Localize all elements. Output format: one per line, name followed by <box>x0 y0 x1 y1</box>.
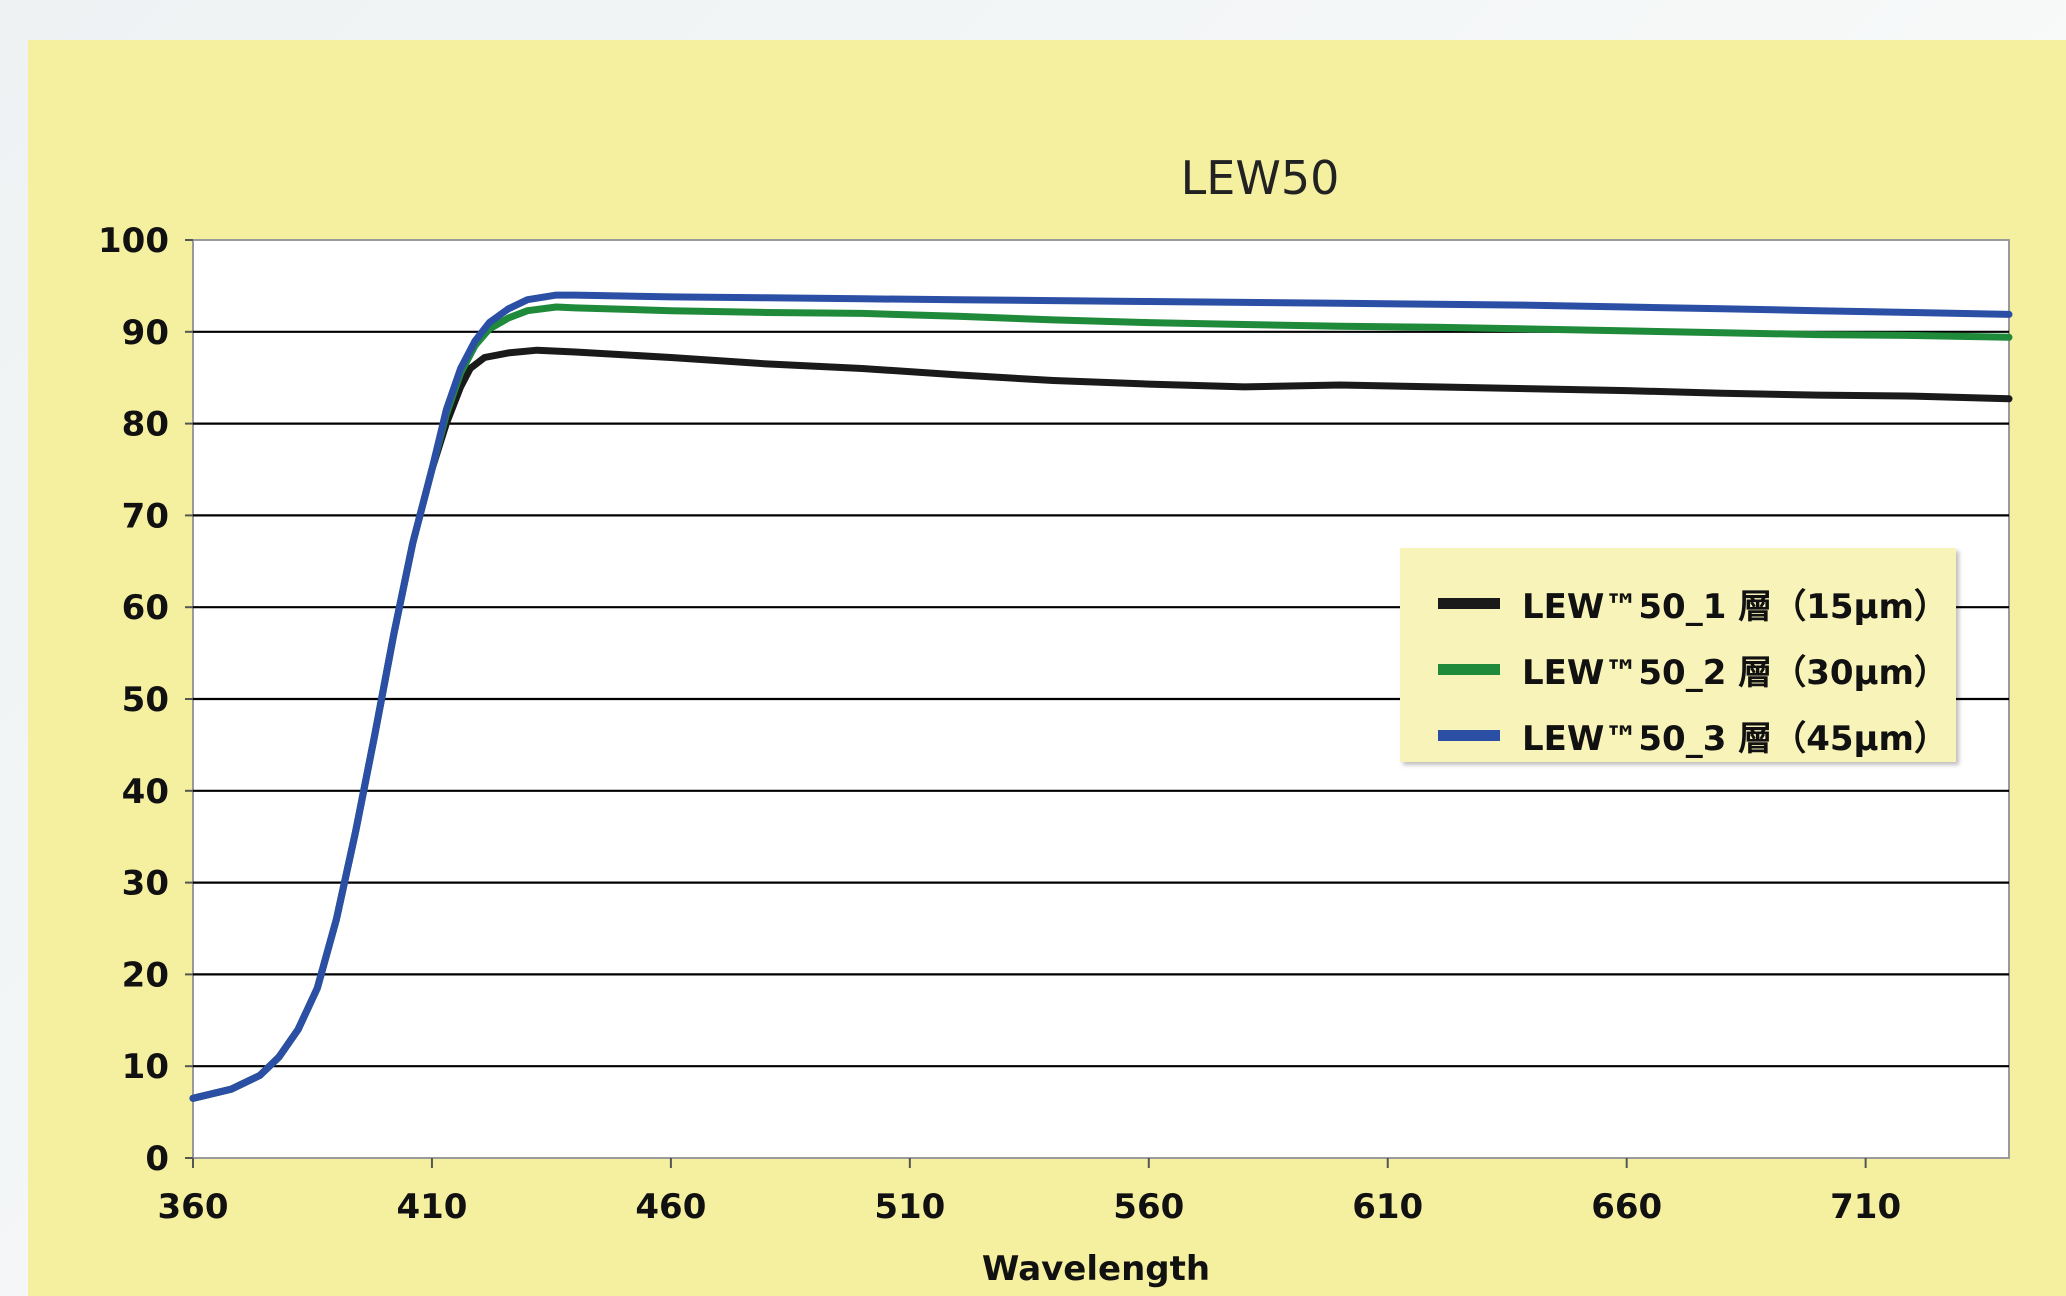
y-tick-label: 60 <box>122 588 169 628</box>
legend: LEW™50_1 層（15μm） LEW™50_2 層（30μm） LEW™50_3… <box>1400 548 1956 762</box>
series-lines <box>189 291 2013 1102</box>
legend-label: LEW™50_3 層（45μm） <box>1522 718 1948 759</box>
x-tick-label: 710 <box>1830 1187 1901 1227</box>
x-tick-label: 660 <box>1591 1187 1662 1227</box>
legend-swatch <box>1438 663 1500 675</box>
x-tick-label: 410 <box>396 1187 467 1227</box>
y-tick-label: 30 <box>122 864 169 904</box>
x-tick-label: 560 <box>1113 1187 1184 1227</box>
legend-swatch <box>1438 597 1500 609</box>
y-tick-label: 0 <box>145 1139 169 1179</box>
x-tick-label: 510 <box>874 1187 945 1227</box>
grid-lines <box>193 330 2009 1068</box>
y-tick-label: 80 <box>122 405 169 445</box>
chart-title: LEW50 <box>1181 151 1340 205</box>
legend-label: LEW™50_1 層（15μm） <box>1522 586 1948 627</box>
series-line-3 <box>189 291 2013 1102</box>
axis-ticks: 0 10 20 30 40 50 60 70 80 90 100 360 410 460 510 560 610… <box>98 221 1901 1227</box>
x-tick-label: 610 <box>1352 1187 1423 1227</box>
y-tick-label: 70 <box>122 496 169 536</box>
x-axis-label: Wavelength <box>982 1249 1210 1289</box>
legend-label: LEW™50_2 層（30μm） <box>1522 652 1948 693</box>
legend-item-1: LEW™50_1 層（15μm） <box>1400 570 1956 636</box>
x-tick-label: 360 <box>158 1187 229 1227</box>
y-tick-label: 50 <box>122 680 169 720</box>
y-tick-label: 20 <box>122 955 169 995</box>
y-tick-label: 100 <box>98 221 169 261</box>
legend-item-3: LEW™50_3 層（45μm） <box>1400 702 1956 768</box>
legend-item-2: LEW™50_2 層（30μm） <box>1400 636 1956 702</box>
y-tick-label: 10 <box>122 1047 169 1087</box>
legend-swatch <box>1438 729 1500 741</box>
y-tick-label: 90 <box>122 313 169 353</box>
x-tick-label: 460 <box>635 1187 706 1227</box>
y-tick-label: 40 <box>122 772 169 812</box>
